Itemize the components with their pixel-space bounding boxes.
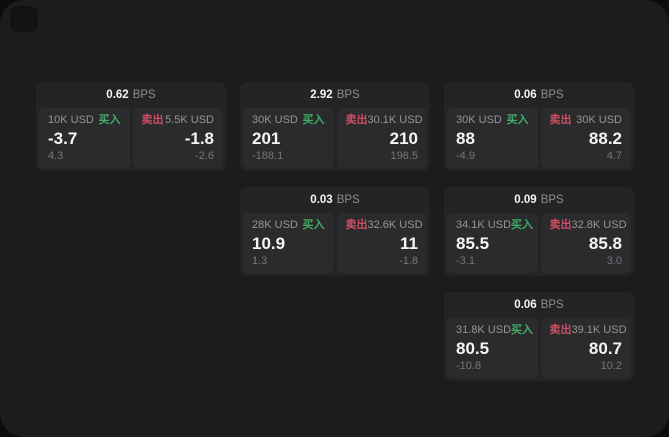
- card-body: 30K USD 买入 201 -188.1 卖出 30.1K USD 210 1…: [240, 108, 430, 171]
- buy-panel[interactable]: 10K USD 买入 -3.7 4.3: [39, 108, 130, 168]
- card-header: 0.03 BPS: [240, 187, 430, 213]
- card-body: 10K USD 买入 -3.7 4.3 卖出 5.5K USD -1.8 -2.…: [36, 108, 226, 171]
- card-body: 34.1K USD 买入 85.5 -3.1 卖出 32.8K USD 85.8…: [444, 213, 634, 276]
- sell-amount: 5.5K USD: [165, 114, 214, 126]
- sell-delta: 3.0: [606, 255, 622, 267]
- buy-price: 201: [252, 128, 281, 148]
- bps-unit: BPS: [540, 89, 564, 101]
- buy-label: 买入: [302, 219, 325, 231]
- buy-price: 85.5: [456, 233, 490, 253]
- buy-label: 买入: [98, 114, 121, 126]
- sell-delta: 196.5: [390, 150, 418, 162]
- buy-delta: -10.8: [456, 360, 482, 372]
- buy-amount: 30K USD: [456, 114, 502, 126]
- card-header: 0.09 BPS: [444, 187, 634, 213]
- buy-panel[interactable]: 34.1K USD 买入 85.5 -3.1: [447, 213, 538, 273]
- buy-amount: 31.8K USD: [456, 324, 512, 336]
- sell-panel[interactable]: 卖出 30K USD 88.2 4.7: [540, 108, 631, 168]
- bps-unit: BPS: [132, 89, 156, 101]
- buy-label: 买入: [511, 219, 534, 231]
- quote-card-6: 0.06 BPS 31.8K USD 买入 80.5 -10.8 卖出 39.1…: [444, 292, 634, 381]
- buy-delta: 4.3: [48, 150, 64, 162]
- card-header: 0.06 BPS: [444, 82, 634, 108]
- buy-delta: -188.1: [252, 150, 284, 162]
- bps-unit: BPS: [336, 89, 360, 101]
- bps-unit: BPS: [336, 194, 360, 206]
- sell-delta: 10.2: [600, 360, 622, 372]
- sell-delta: -1.8: [399, 255, 418, 267]
- corner-accent: [10, 6, 38, 32]
- buy-amount: 28K USD: [252, 219, 298, 231]
- sell-price: 88.2: [588, 128, 622, 148]
- buy-panel[interactable]: 30K USD 买入 201 -188.1: [243, 108, 334, 168]
- buy-panel[interactable]: 30K USD 买入 88 -4.9: [447, 108, 538, 168]
- card-body: 30K USD 买入 88 -4.9 卖出 30K USD 88.2 4.7: [444, 108, 634, 171]
- quote-card-1: 0.62 BPS 10K USD 买入 -3.7 4.3 卖出 5.5K USD: [36, 82, 226, 171]
- sell-label: 卖出: [345, 219, 368, 231]
- sell-label: 卖出: [549, 219, 572, 231]
- buy-price: -3.7: [48, 128, 78, 148]
- bps-unit: BPS: [540, 194, 564, 206]
- buy-price: 88: [456, 128, 475, 148]
- sell-amount: 30K USD: [576, 114, 622, 126]
- bps-unit: BPS: [540, 299, 564, 311]
- buy-label: 买入: [506, 114, 529, 126]
- sell-amount: 30.1K USD: [367, 114, 423, 126]
- buy-panel[interactable]: 31.8K USD 买入 80.5 -10.8: [447, 318, 538, 378]
- sell-amount: 32.8K USD: [571, 219, 627, 231]
- sell-price: 11: [400, 233, 418, 253]
- quote-card-2: 2.92 BPS 30K USD 买入 201 -188.1 卖出 30.1K …: [240, 82, 430, 171]
- buy-delta: -4.9: [456, 150, 475, 162]
- buy-amount: 30K USD: [252, 114, 298, 126]
- sell-label: 卖出: [549, 114, 572, 126]
- sell-panel[interactable]: 卖出 30.1K USD 210 196.5: [336, 108, 427, 168]
- quote-card-5: 0.09 BPS 34.1K USD 买入 85.5 -3.1 卖出 32.8K…: [444, 187, 634, 276]
- bps-value: 0.62: [106, 89, 129, 101]
- buy-price: 10.9: [252, 233, 286, 253]
- card-body: 31.8K USD 买入 80.5 -10.8 卖出 39.1K USD 80.…: [444, 318, 634, 381]
- sell-label: 卖出: [549, 324, 572, 336]
- bps-value: 0.06: [514, 299, 537, 311]
- cards-grid: 0.62 BPS 10K USD 买入 -3.7 4.3 卖出 5.5K USD: [36, 82, 634, 381]
- bps-value: 0.06: [514, 89, 537, 101]
- bps-value: 0.09: [514, 194, 537, 206]
- sell-price: 210: [389, 128, 418, 148]
- sell-panel[interactable]: 卖出 32.6K USD 11 -1.8: [336, 213, 427, 273]
- sell-label: 卖出: [141, 114, 164, 126]
- buy-amount: 10K USD: [48, 114, 94, 126]
- buy-label: 买入: [511, 324, 534, 336]
- buy-label: 买入: [302, 114, 325, 126]
- card-body: 28K USD 买入 10.9 1.3 卖出 32.6K USD 11 -1.8: [240, 213, 430, 276]
- card-header: 0.06 BPS: [444, 292, 634, 318]
- card-header: 2.92 BPS: [240, 82, 430, 108]
- sell-panel[interactable]: 卖出 5.5K USD -1.8 -2.6: [132, 108, 223, 168]
- sell-price: 85.8: [588, 233, 622, 253]
- sell-label: 卖出: [345, 114, 368, 126]
- quote-card-3: 0.06 BPS 30K USD 买入 88 -4.9 卖出 30K USD: [444, 82, 634, 171]
- sell-price: -1.8: [184, 128, 214, 148]
- bps-value: 0.03: [310, 194, 333, 206]
- sell-delta: -2.6: [195, 150, 214, 162]
- buy-amount: 34.1K USD: [456, 219, 512, 231]
- buy-price: 80.5: [456, 338, 490, 358]
- card-header: 0.62 BPS: [36, 82, 226, 108]
- sell-price: 80.7: [588, 338, 622, 358]
- sell-amount: 32.6K USD: [367, 219, 423, 231]
- sell-panel[interactable]: 卖出 32.8K USD 85.8 3.0: [540, 213, 631, 273]
- bps-value: 2.92: [310, 89, 333, 101]
- sell-delta: 4.7: [606, 150, 622, 162]
- buy-delta: -3.1: [456, 255, 475, 267]
- sell-amount: 39.1K USD: [571, 324, 627, 336]
- buy-delta: 1.3: [252, 255, 268, 267]
- buy-panel[interactable]: 28K USD 买入 10.9 1.3: [243, 213, 334, 273]
- quote-card-4: 0.03 BPS 28K USD 买入 10.9 1.3 卖出 32.6K US…: [240, 187, 430, 276]
- sell-panel[interactable]: 卖出 39.1K USD 80.7 10.2: [540, 318, 631, 378]
